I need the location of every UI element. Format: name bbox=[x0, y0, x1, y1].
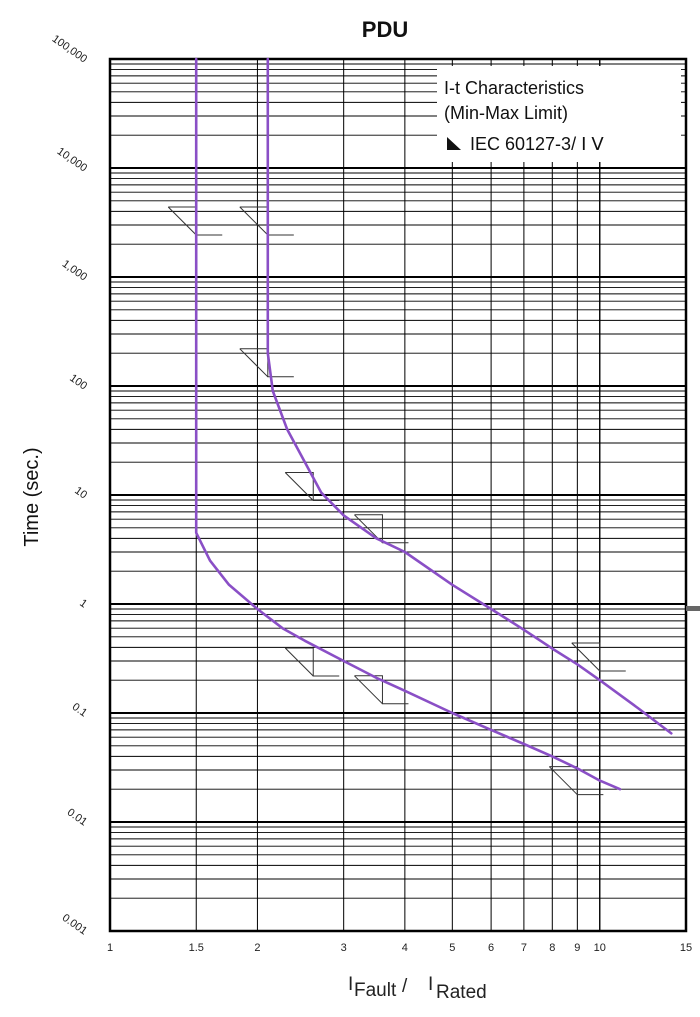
x-tick-label: 3 bbox=[341, 942, 347, 954]
x-axis-label-i-right: I bbox=[428, 974, 433, 995]
y-tick-label: 10 bbox=[72, 485, 89, 502]
x-tick-label: 1 bbox=[107, 942, 113, 954]
legend-triangle-icon bbox=[447, 137, 461, 150]
series-line-max bbox=[266, 57, 673, 735]
y-axis-label: Time (sec.) bbox=[21, 447, 43, 546]
plot-area-frame bbox=[108, 57, 688, 933]
x-tick-label: 1.5 bbox=[189, 942, 204, 954]
x-axis-label-sub-rated: Rated bbox=[436, 982, 487, 1003]
limit-marker bbox=[354, 514, 409, 544]
x-tick-label: 2 bbox=[254, 942, 260, 954]
x-axis-label-i-left: I bbox=[348, 974, 353, 995]
legend-background bbox=[437, 66, 681, 162]
limit-marker bbox=[354, 675, 409, 705]
limit-marker bbox=[571, 642, 626, 672]
y-tick-label: 0.1 bbox=[70, 701, 89, 720]
y-tick-label: 0.01 bbox=[65, 806, 89, 828]
y-tick-label: 100 bbox=[67, 372, 89, 392]
limit-marker bbox=[285, 471, 340, 501]
y-tick-labels: 100,000 10,000 1,000 100 10 1 0.1 0.01 0.001 bbox=[50, 33, 89, 938]
limit-marker bbox=[549, 766, 604, 796]
legend-line-3: IEC 60127-3/ Ⅰ Ⅴ bbox=[470, 134, 604, 154]
series-line-min bbox=[194, 57, 622, 791]
x-tick-label: 15 bbox=[680, 942, 692, 954]
x-axis-label-separator: / bbox=[402, 976, 408, 997]
limit-marker-diagonal bbox=[548, 766, 578, 796]
y-tick-label: 1,000 bbox=[60, 258, 89, 284]
legend-line-1: I-t Characteristics bbox=[444, 78, 584, 98]
limit-marker-diagonal bbox=[354, 675, 383, 705]
y-tick-label: 1 bbox=[77, 597, 89, 610]
x-tick-label: 6 bbox=[488, 942, 494, 954]
x-tick-label: 8 bbox=[549, 942, 555, 954]
chart-title: PDU bbox=[362, 17, 408, 42]
grid bbox=[110, 58, 686, 932]
right-edge-tab bbox=[686, 606, 700, 611]
x-tick-label: 10 bbox=[594, 942, 606, 954]
x-tick-labels: 1 1.5 2 3 4 5 6 7 8 9 10 15 bbox=[107, 942, 692, 954]
y-tick-label: 100,000 bbox=[50, 33, 89, 66]
x-tick-label: 7 bbox=[521, 942, 527, 954]
legend-line-2: (Min-Max Limit) bbox=[444, 103, 568, 123]
series-lines bbox=[194, 57, 673, 791]
x-tick-label: 4 bbox=[402, 942, 408, 954]
x-axis-label: I Fault / I Rated bbox=[348, 974, 487, 1003]
limit-markers bbox=[167, 206, 626, 796]
x-axis-label-sub-fault: Fault bbox=[354, 980, 397, 1001]
limit-marker-diagonal bbox=[571, 642, 601, 672]
limit-marker-diagonal bbox=[167, 206, 197, 236]
limit-marker-diagonal bbox=[239, 348, 269, 378]
limit-marker-diagonal bbox=[284, 647, 314, 677]
y-tick-label: 0.001 bbox=[60, 912, 89, 938]
limit-marker-diagonal bbox=[239, 206, 269, 236]
x-tick-label: 5 bbox=[449, 942, 455, 954]
limit-marker-diagonal bbox=[284, 472, 314, 501]
x-tick-label: 9 bbox=[574, 942, 580, 954]
limit-marker bbox=[285, 647, 340, 677]
legend-box: I-t Characteristics (Min-Max Limit) IEC … bbox=[437, 66, 681, 162]
y-tick-label: 10,000 bbox=[55, 145, 89, 174]
